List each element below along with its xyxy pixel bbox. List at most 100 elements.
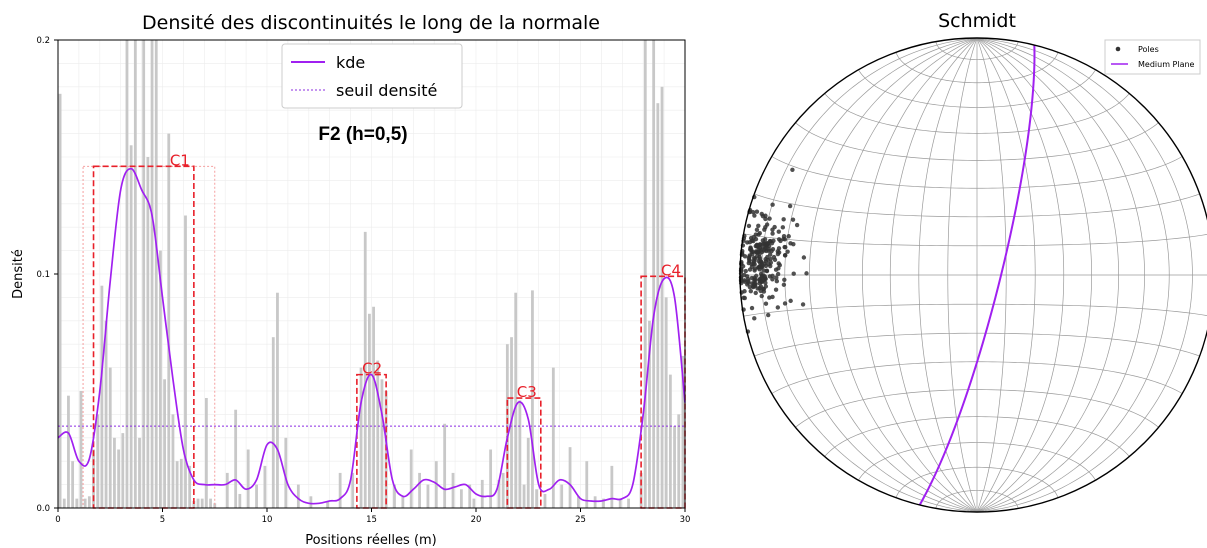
legend-threshold-label: seuil densité	[336, 81, 437, 100]
stereonet-grid	[740, 37, 1207, 513]
histogram-bar	[376, 360, 380, 508]
histogram-bar	[518, 400, 522, 508]
histogram-bar	[196, 498, 200, 508]
pole-point	[752, 316, 757, 321]
pole-point	[774, 275, 779, 280]
pole-point	[787, 203, 793, 209]
histogram-bar	[577, 496, 580, 508]
pole-point	[771, 254, 777, 260]
x-tick-label: 20	[471, 515, 482, 525]
histogram-bar	[664, 297, 668, 508]
histogram-bar	[75, 498, 79, 508]
histogram-bar	[188, 465, 192, 508]
pole-point	[763, 259, 769, 264]
histogram-bar	[96, 414, 100, 508]
histogram-bar	[67, 395, 70, 508]
grid-parallel	[824, 416, 1130, 457]
histogram-bar	[677, 414, 681, 508]
pole-points	[738, 167, 809, 334]
grid-parallel	[858, 69, 1096, 108]
pole-point	[781, 217, 786, 222]
pole-point	[764, 268, 770, 274]
grid-parallel	[824, 93, 1130, 134]
pole-point	[754, 209, 760, 214]
legend-box	[281, 43, 463, 109]
medium-plane-curve	[918, 45, 1036, 506]
pole-point	[790, 217, 796, 222]
pole-point	[782, 301, 788, 306]
histogram-bar	[326, 500, 330, 508]
pole-point	[753, 290, 758, 296]
pole-point	[742, 295, 747, 301]
histogram-bar	[234, 409, 238, 508]
histogram-bar	[531, 290, 534, 508]
pole-point	[762, 248, 767, 253]
pole-point	[758, 288, 763, 294]
pole-point	[763, 213, 768, 218]
histogram-bar	[58, 93, 62, 508]
histogram-bar	[225, 472, 229, 508]
pole-point	[783, 244, 788, 250]
histogram-bar	[560, 484, 564, 508]
histogram-bar	[660, 86, 664, 509]
grid-parallel	[754, 332, 1200, 357]
grid-parallel	[895, 466, 1059, 498]
histogram-bar	[359, 367, 363, 508]
histogram-bar	[175, 461, 179, 508]
pole-point	[770, 227, 775, 232]
pole-point	[754, 227, 760, 232]
histogram-bar	[100, 285, 104, 508]
histogram-bar	[113, 437, 116, 508]
pole-point	[781, 282, 787, 287]
histogram-bar	[443, 423, 447, 508]
histogram-bar	[618, 498, 622, 508]
pole-point	[769, 248, 774, 254]
histogram-bar	[171, 414, 175, 508]
histogram-bar	[673, 426, 676, 508]
pole-point	[785, 249, 790, 254]
pole-point	[745, 282, 750, 287]
histogram-bar	[543, 493, 547, 508]
pole-point	[763, 280, 768, 286]
grid-parallel	[935, 490, 1019, 509]
stereonet-outline	[739, 37, 1207, 513]
grid-parallel	[795, 389, 1159, 428]
pole-point	[757, 267, 762, 272]
pole-point	[778, 238, 783, 244]
histogram-bar	[451, 472, 455, 508]
histogram-bar	[418, 472, 421, 508]
stereonet-legend-box	[1104, 39, 1201, 75]
histogram-bar	[62, 498, 66, 508]
x-tick-label: 0	[55, 515, 60, 525]
grid-parallel	[754, 193, 1200, 218]
pole-point	[747, 257, 752, 263]
pole-point	[755, 286, 760, 291]
histogram-bar	[480, 479, 484, 508]
pole-point	[770, 231, 775, 236]
histogram-bar	[192, 500, 196, 508]
x-axis-label: Positions réelles (m)	[305, 533, 437, 548]
pole-point	[758, 242, 763, 247]
pole-point	[747, 247, 753, 252]
pole-point	[767, 252, 773, 257]
pole-point	[804, 271, 809, 276]
histogram-bar	[87, 496, 91, 508]
pole-point	[747, 267, 753, 272]
histogram-bar	[246, 449, 250, 508]
histogram-bar	[71, 461, 75, 508]
histogram-bar	[184, 215, 187, 508]
pole-point	[775, 305, 781, 310]
grid-parallel	[935, 41, 1019, 60]
histogram-bar	[535, 489, 539, 508]
y-tick-label: 0.2	[36, 36, 50, 46]
pole-point	[775, 271, 781, 277]
pole-point	[752, 268, 757, 273]
histogram-bar	[668, 374, 672, 508]
pole-point	[776, 266, 781, 271]
medium-plane-line	[918, 45, 1036, 506]
x-tick-label: 10	[262, 515, 273, 525]
histogram-bar	[296, 484, 300, 508]
y-tick-label: 0.1	[36, 270, 50, 280]
pole-point	[800, 302, 806, 307]
y-axis-label: Densité	[11, 249, 26, 299]
